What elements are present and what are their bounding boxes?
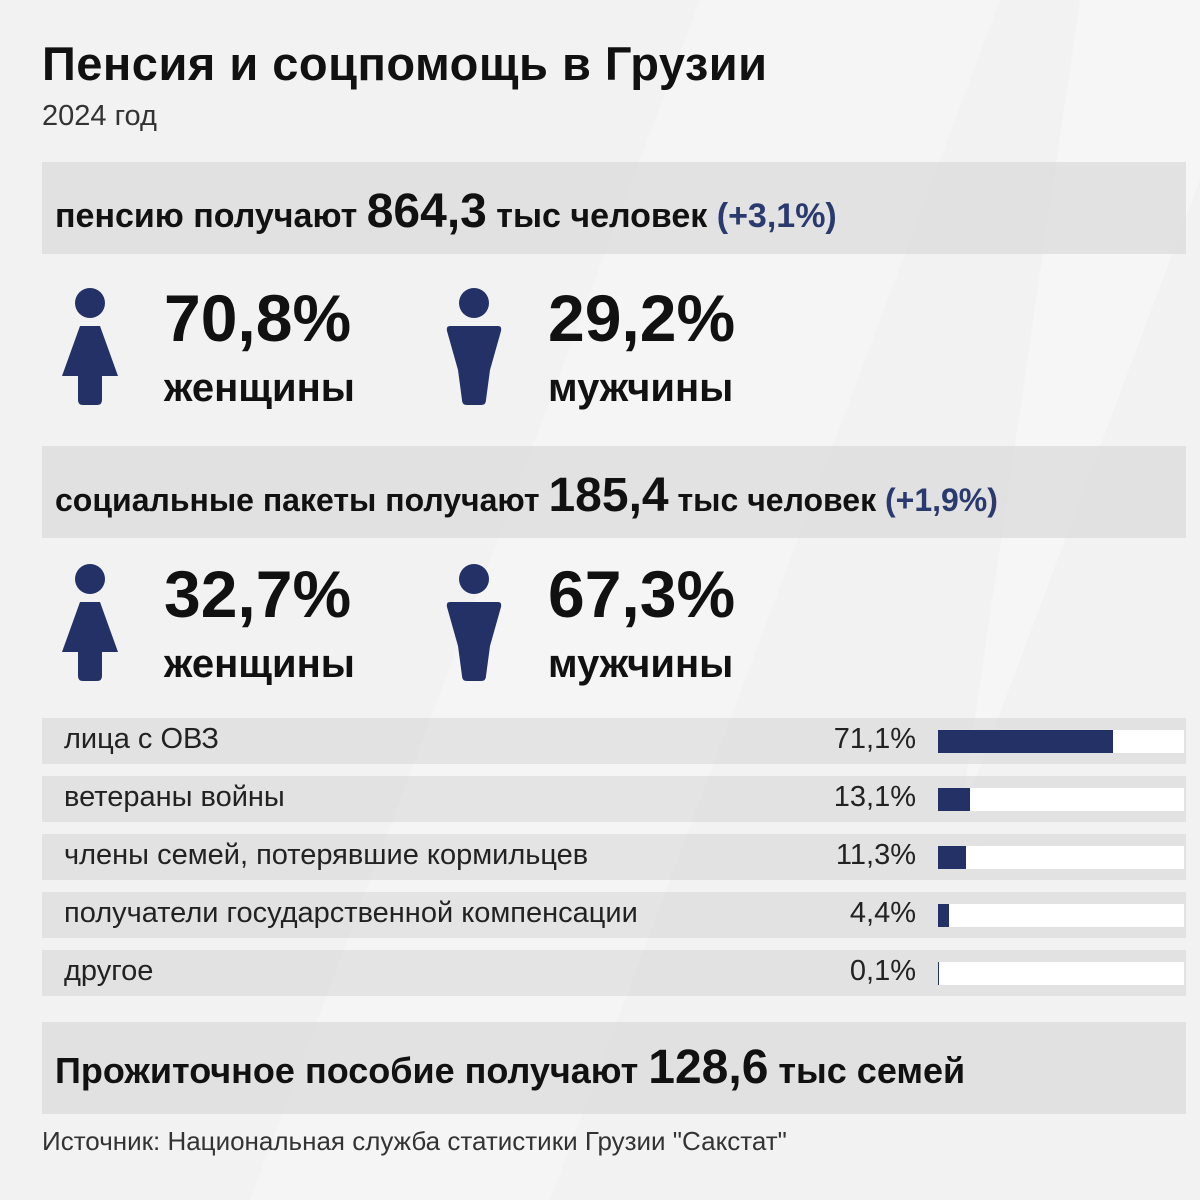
bar (938, 730, 1113, 753)
bar-category-label: получатели государственной компенсации (64, 897, 638, 929)
pension-prefix: пенсию получают (55, 197, 367, 235)
bar-track (938, 846, 1184, 869)
bar (938, 788, 970, 811)
pension-men-label: мужчины (548, 366, 734, 410)
subsistence-suffix: тыс семей (768, 1050, 966, 1091)
bar-value-label: 13,1% (833, 781, 916, 813)
bar-value-label: 4,4% (849, 897, 916, 929)
pension-band (42, 162, 1186, 254)
bar-category-label: члены семей, потерявшие кормильцев (64, 839, 589, 871)
bar-category-label: другое (64, 955, 154, 987)
source-note: Источник: Национальная служба статистики… (42, 1126, 787, 1156)
pension-women-pct: 70,8% (164, 281, 352, 355)
social-suffix: тыс человек (668, 482, 885, 518)
subsistence-prefix: Прожиточное пособие получают (55, 1050, 649, 1091)
bar-value-label: 0,1% (849, 955, 916, 987)
subsistence-band (42, 1022, 1186, 1114)
pension-headline: пенсию получают 864,3 тыс человек (+3,1%… (55, 184, 837, 239)
pension-suffix: тыс человек (486, 197, 717, 235)
social-men-label: мужчины (548, 642, 734, 686)
bar-track (938, 788, 1184, 811)
bar-value-label: 11,3% (835, 839, 916, 871)
bar-row: получатели государственной компенсации 4… (42, 892, 1186, 938)
bar-category-label: лица с ОВЗ (64, 723, 219, 755)
bar-row: другое 0,1% (42, 950, 1186, 996)
bar-track (938, 962, 1184, 985)
bar-category-label: ветераны войны (64, 781, 285, 813)
social-value: 185,4 (548, 469, 669, 522)
subsistence-value: 128,6 (648, 1041, 769, 1094)
bar (938, 962, 939, 985)
social-headline: социальные пакеты получают 185,4 тыс чел… (55, 468, 998, 523)
social-prefix: социальные пакеты получают (55, 482, 549, 518)
page-title: Пенсия и соцпомощь в Грузии (42, 37, 768, 90)
page-subtitle: 2024 год (42, 100, 157, 132)
pension-value: 864,3 (366, 185, 487, 238)
subsistence-headline: Прожиточное пособие получают 128,6 тыс с… (55, 1040, 965, 1095)
social-band (42, 446, 1186, 538)
bar-row: лица с ОВЗ 71,1% (42, 718, 1186, 764)
social-women-label: женщины (164, 642, 355, 686)
woman-icon (62, 288, 118, 405)
man-icon (446, 288, 502, 405)
pension-women-label: женщины (164, 366, 355, 410)
bar (938, 846, 966, 869)
bar-value-label: 71,1% (833, 723, 916, 755)
pension-men-pct: 29,2% (548, 281, 736, 355)
bar-row: ветераны войны 13,1% (42, 776, 1186, 822)
social-men-pct: 67,3% (548, 557, 736, 631)
bar-track (938, 904, 1184, 927)
pension-change: (+3,1%) (716, 197, 837, 235)
bar-row: члены семей, потерявшие кормильцев 11,3% (42, 834, 1186, 880)
woman-icon (62, 564, 118, 681)
bar (938, 904, 949, 927)
man-icon (446, 564, 502, 681)
social-women-pct: 32,7% (164, 557, 352, 631)
social-change: (+1,9%) (884, 482, 998, 518)
bar-track (938, 730, 1184, 753)
